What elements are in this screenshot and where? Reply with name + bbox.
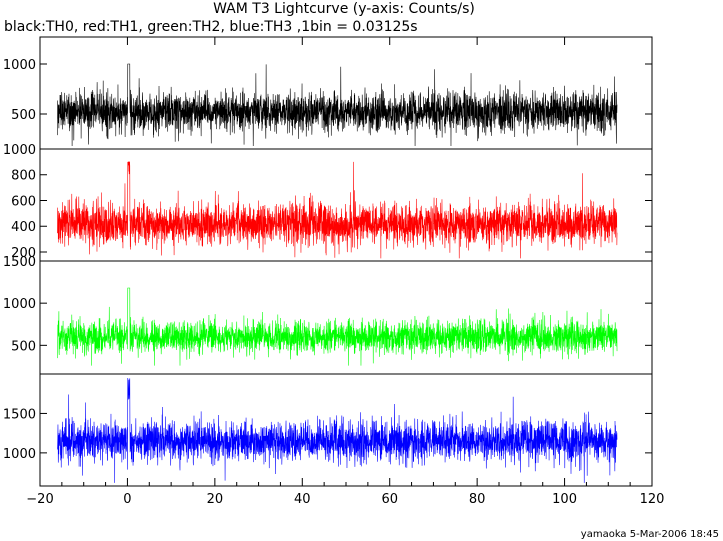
series-th1-line [57,161,618,259]
x-axis: −20 0 20 40 60 80 100 120 [26,37,664,507]
y-tick-label: 1000 [3,143,36,158]
y-tick-label: 1000 [3,58,36,73]
x-tick-label: 100 [552,492,577,507]
x-tick-label: −20 [26,492,53,507]
y-tick-label: 500 [11,108,36,123]
x-tick-label: 20 [207,492,224,507]
y-tick-label: 1000 [3,297,36,312]
y-tick-label: 500 [11,339,36,354]
panels-group: 500 1000 200 400 600 800 1000 500 1000 1500 1000 15… [3,36,653,487]
y-tick-label: 400 [11,220,36,235]
panel-th1: 200 400 600 800 1000 [3,143,653,262]
y-tick-label: 800 [11,169,36,184]
chart-subtitle: black:TH0, red:TH1, green:TH2, blue:TH3 … [4,19,418,35]
series-th2-line [57,287,618,366]
x-tick-label: 120 [640,492,665,507]
x-tick-label: 80 [469,492,486,507]
y-tick-label: 1500 [3,255,36,270]
panel-frame [39,148,653,262]
series-th3-line [57,378,618,483]
y-tick-label: 1000 [3,447,36,462]
series-th0-line [57,63,618,147]
panel-th2: 500 1000 1500 [3,255,653,375]
y-tick-label: 1500 [3,407,36,422]
x-tick-label: 0 [123,492,131,507]
panel-th3: 1000 1500 [3,373,653,487]
x-tick-label: 40 [294,492,311,507]
y-tick-label: 600 [11,194,36,209]
panel-th0: 500 1000 [3,36,653,150]
panel-frame [39,260,653,375]
footer-credit: yamaoka 5-Mar-2006 18:45 [581,529,719,540]
chart-title: WAM T3 Lightcurve (y-axis: Counts/s) [213,1,475,17]
x-tick-label: 60 [381,492,398,507]
y-tick-label: 200 [11,246,36,261]
